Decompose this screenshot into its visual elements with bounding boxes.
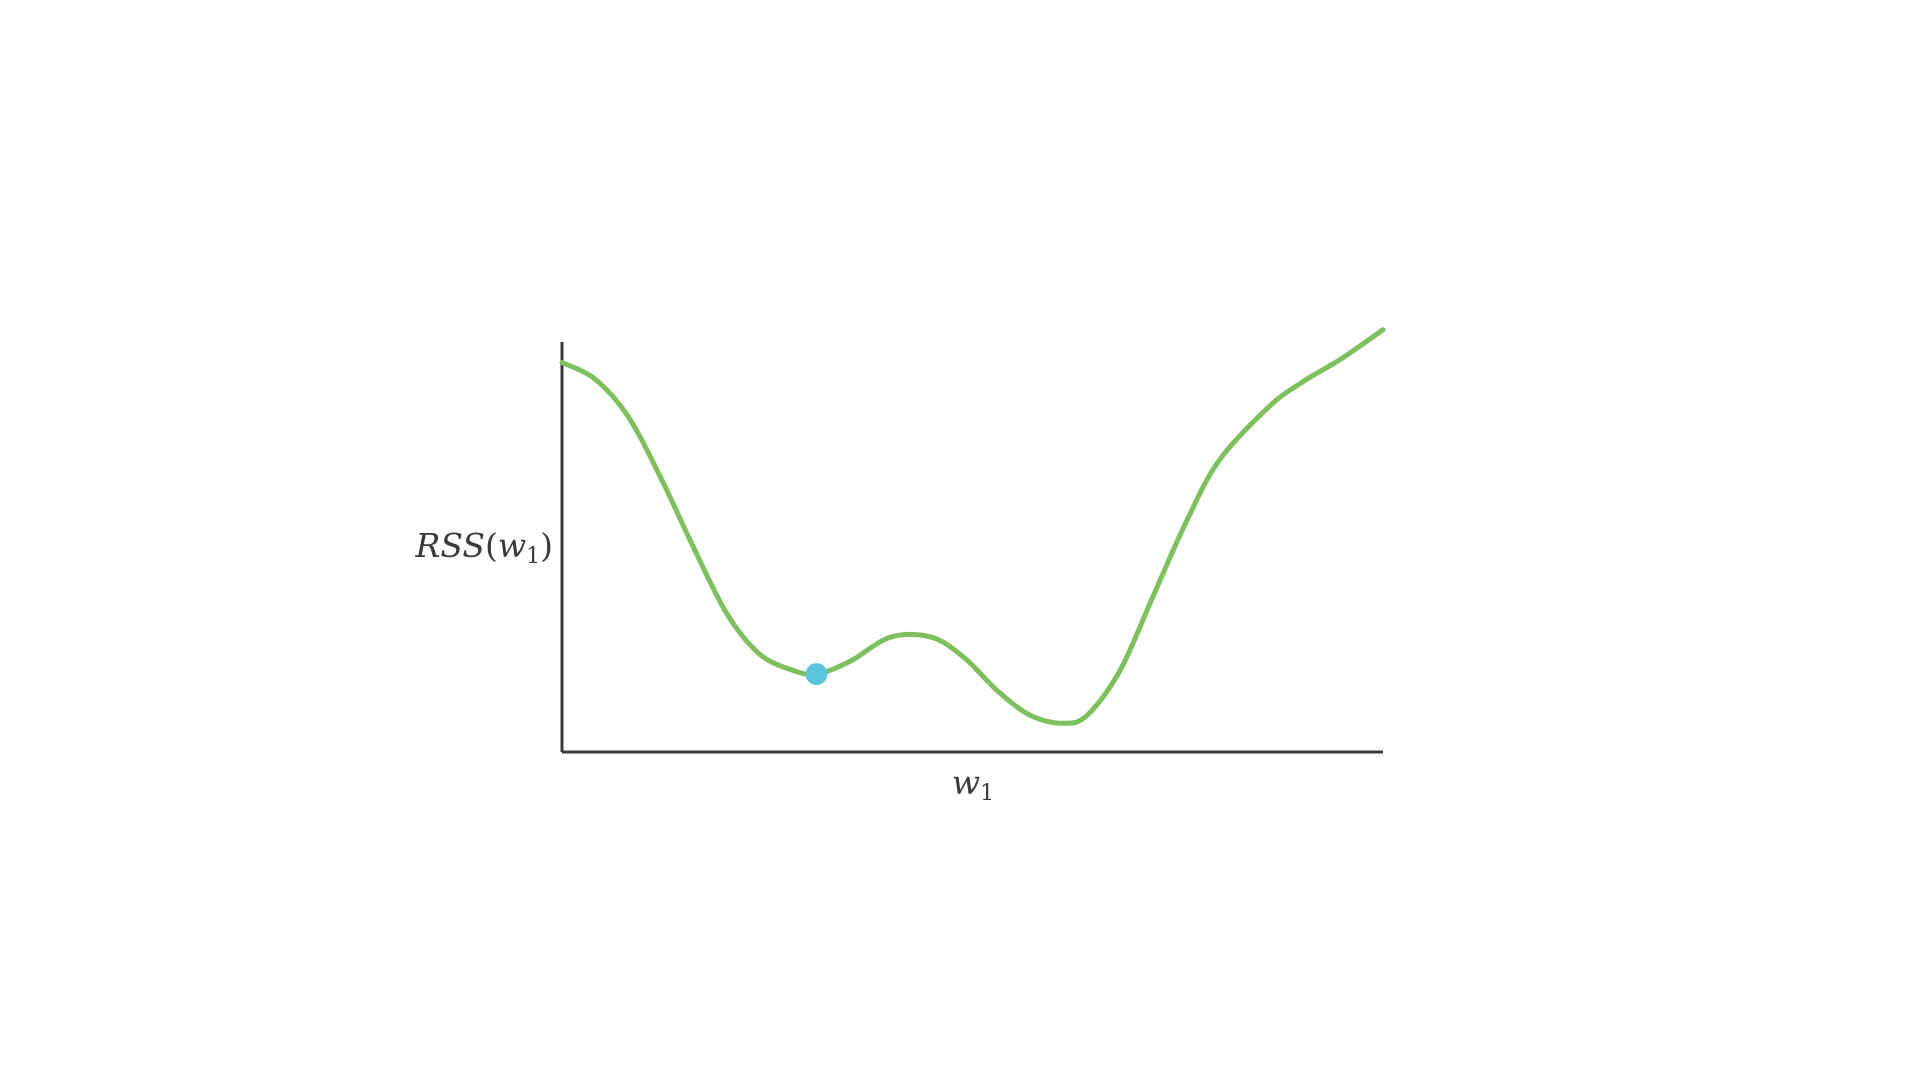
y-axis-label-prefix: RSS: [415, 526, 485, 565]
highlight-point: [805, 663, 828, 686]
x-axis-label-subscript: 1: [980, 781, 994, 806]
y-axis-label-open: (: [485, 526, 498, 565]
x-axis-label: w1: [952, 763, 994, 806]
y-axis-label: RSS(w1): [415, 526, 553, 569]
y-axis-label-close: ): [540, 526, 553, 565]
y-axis-label-var: w: [498, 526, 526, 565]
x-axis-label-var: w: [952, 763, 980, 802]
series-layer: [559, 327, 1386, 726]
series-line-0: [559, 327, 1386, 726]
y-axis-label-subscript: 1: [526, 544, 540, 569]
